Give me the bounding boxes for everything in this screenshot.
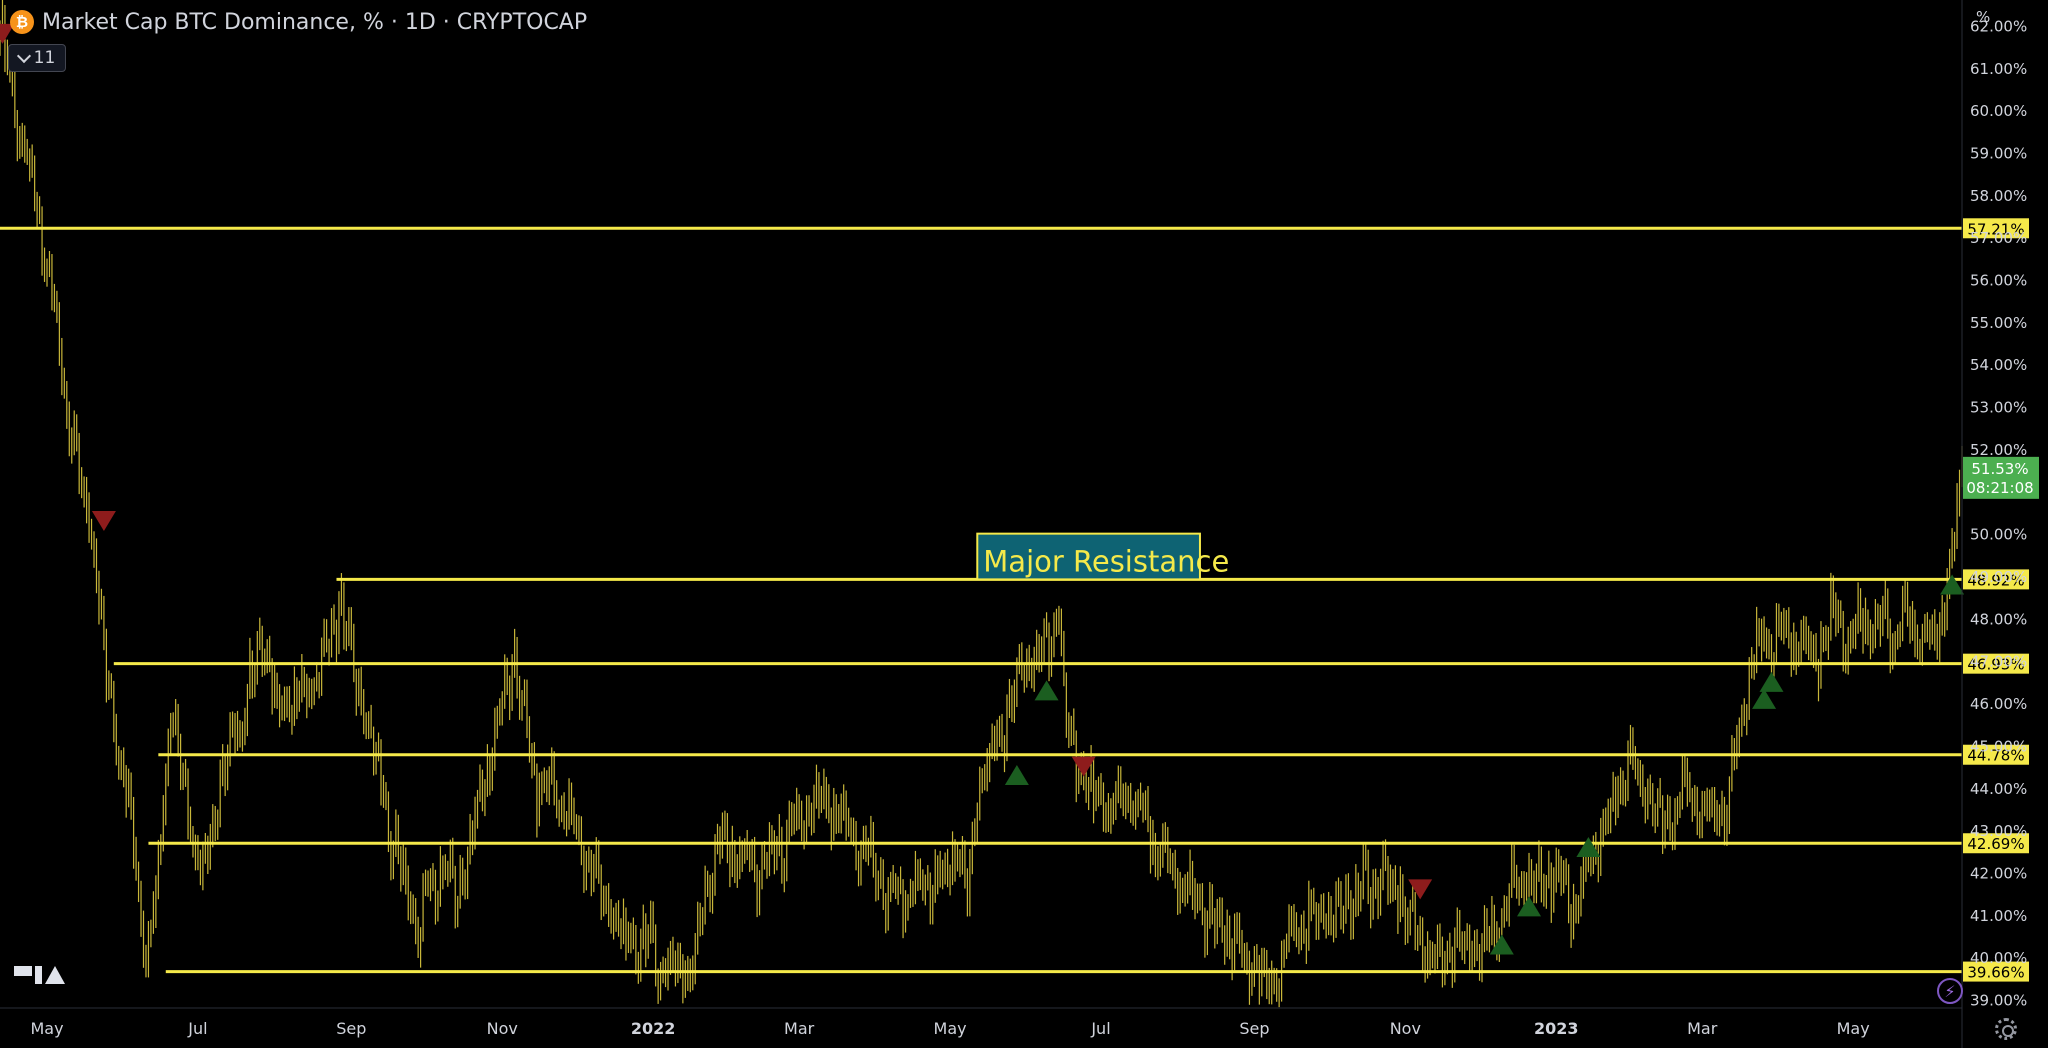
price-tick-label: 60.00%	[1970, 102, 2027, 120]
level-price-label: 39.66%	[1967, 964, 2024, 982]
annotation-label: Major Resistance	[983, 544, 1229, 578]
sell-signal-marker	[91, 510, 116, 531]
price-tick-label: 39.00%	[1970, 992, 2027, 1010]
bar-countdown-label: 08:21:08	[1966, 479, 2033, 497]
bitcoin-icon: ₿	[10, 10, 34, 34]
symbol-title[interactable]: Market Cap BTC Dominance, % · 1D · CRYPT…	[42, 9, 588, 35]
sell-signal-marker	[1071, 756, 1096, 777]
time-tick-label: Sep	[1239, 1019, 1269, 1038]
price-tick-label: 54.00%	[1970, 356, 2027, 374]
time-tick-label: 2022	[631, 1019, 676, 1038]
level-price-label: 42.69%	[1967, 835, 2024, 853]
settings-gear-icon[interactable]	[1995, 1018, 2017, 1040]
buy-signal-marker	[1034, 680, 1059, 701]
price-tick-label: 56.00%	[1970, 272, 2027, 290]
buy-signal-marker	[1576, 837, 1601, 858]
buy-signal-marker	[1489, 934, 1514, 955]
level-price-tag	[1963, 744, 2029, 765]
price-tick-label: 57.00%	[1970, 229, 2027, 247]
time-tick-label: 2023	[1534, 1019, 1579, 1038]
level-price-label: 46.93%	[1967, 656, 2024, 674]
sell-signal-marker	[1408, 879, 1433, 900]
time-tick-label: May	[1837, 1019, 1870, 1038]
time-tick-label: Sep	[336, 1019, 366, 1038]
level-price-label: 57.21%	[1967, 220, 2024, 238]
price-tick-label: 45.00%	[1970, 737, 2027, 755]
buy-signal-marker	[1759, 671, 1784, 692]
price-tick-label: 40.00%	[1970, 949, 2027, 967]
price-tick-label: 52.00%	[1970, 441, 2027, 459]
annotation-box	[976, 532, 1201, 581]
chart-header: ₿ Market Cap BTC Dominance, % · 1D · CRY…	[10, 8, 587, 36]
level-price-tag	[1963, 961, 2029, 982]
tradingview-logo-icon[interactable]	[14, 966, 65, 984]
time-tick-label: May	[30, 1019, 63, 1038]
indicator-count: 11	[33, 48, 56, 68]
price-tick-label: 50.00%	[1970, 526, 2027, 544]
indicators-toggle-button[interactable]: 11	[8, 44, 66, 72]
price-tick-label: 47.00%	[1970, 653, 2027, 671]
time-tick-label: Jul	[187, 1019, 207, 1038]
time-tick-label: May	[934, 1019, 967, 1038]
price-tick-label: 44.00%	[1970, 780, 2027, 798]
lightning-icon[interactable]: ⚡	[1937, 978, 1963, 1004]
last-price-badge	[1963, 456, 2039, 499]
buy-signal-marker	[1004, 765, 1029, 786]
price-tick-label: 61.00%	[1970, 60, 2027, 78]
sell-signal-marker	[0, 23, 15, 44]
ohlc-bars	[0, 0, 1963, 1008]
level-price-tag	[1963, 569, 2029, 590]
price-tick-label: 53.00%	[1970, 399, 2027, 417]
price-tick-label: 43.00%	[1970, 822, 2027, 840]
price-tick-label: 48.00%	[1970, 610, 2027, 628]
price-tick-label: 58.00%	[1970, 187, 2027, 205]
buy-signal-marker	[1752, 688, 1777, 709]
price-tick-label: 55.00%	[1970, 314, 2027, 332]
price-tick-label: 59.00%	[1970, 144, 2027, 162]
level-price-tag	[1963, 653, 2029, 674]
price-tick-label: 62.00%	[1970, 17, 2027, 35]
buy-signal-marker	[1940, 574, 1965, 595]
time-tick-label: Mar	[784, 1019, 815, 1038]
price-tick-label: 42.00%	[1970, 864, 2027, 882]
price-tick-label: 41.00%	[1970, 907, 2027, 925]
level-price-label: 48.92%	[1967, 571, 2024, 589]
price-tick-label: 49.00%	[1970, 568, 2027, 586]
time-tick-label: Jul	[1090, 1019, 1110, 1038]
price-axis-unit: %	[1976, 8, 1990, 26]
time-tick-label: Nov	[487, 1019, 518, 1038]
level-price-tag	[1963, 218, 2029, 239]
level-price-tag	[1963, 833, 2029, 854]
buy-signal-marker	[1517, 896, 1542, 917]
last-price-label: 51.53%	[1971, 460, 2028, 478]
chevron-down-icon	[16, 48, 31, 63]
price-tick-label: 46.00%	[1970, 695, 2027, 713]
time-tick-label: Mar	[1687, 1019, 1718, 1038]
level-price-label: 44.78%	[1967, 747, 2024, 765]
time-tick-label: Nov	[1390, 1019, 1421, 1038]
